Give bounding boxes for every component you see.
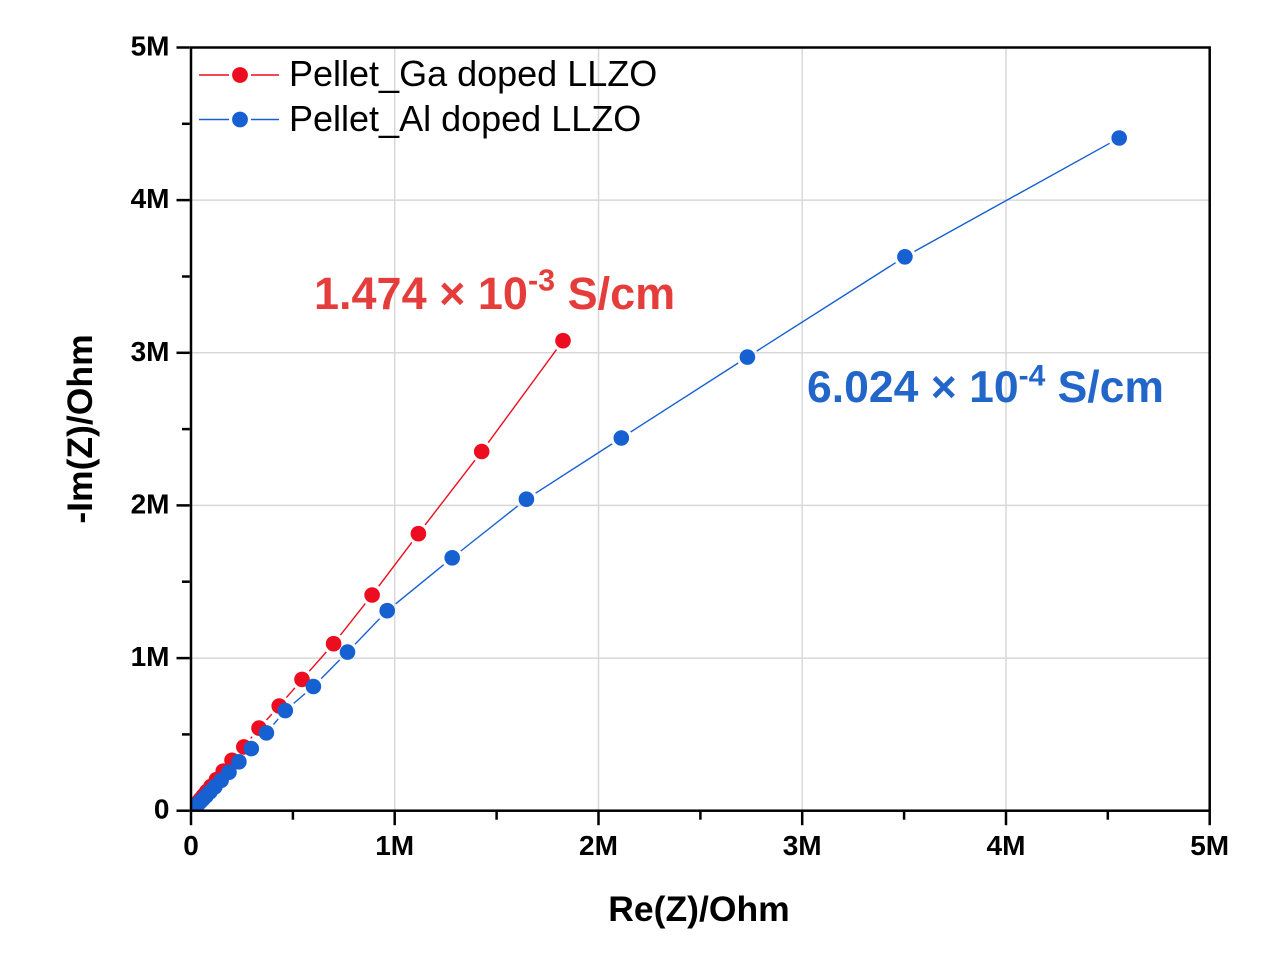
svg-text:4M: 4M (987, 830, 1026, 861)
svg-text:4M: 4M (131, 183, 170, 214)
svg-text:0: 0 (183, 830, 199, 861)
svg-text:1M: 1M (375, 830, 414, 861)
svg-text:Pellet_Al doped LLZO: Pellet_Al doped LLZO (289, 98, 641, 139)
svg-text:1M: 1M (131, 641, 170, 672)
svg-text:-Im(Z)/Ohm: -Im(Z)/Ohm (60, 334, 100, 523)
svg-text:3M: 3M (783, 830, 822, 861)
svg-text:3M: 3M (131, 336, 170, 367)
svg-text:5M: 5M (131, 31, 170, 62)
svg-text:Pellet_Ga doped LLZO: Pellet_Ga doped LLZO (289, 53, 657, 94)
svg-text:Re(Z)/Ohm: Re(Z)/Ohm (608, 889, 789, 929)
svg-text:2M: 2M (579, 830, 618, 861)
svg-text:1.474 × 10-3 S/cm: 1.474 × 10-3 S/cm (314, 264, 675, 320)
svg-text:0: 0 (154, 794, 170, 825)
svg-text:2M: 2M (131, 488, 170, 519)
svg-text:6.024 × 10-4 S/cm: 6.024 × 10-4 S/cm (807, 360, 1164, 412)
svg-text:5M: 5M (1190, 830, 1229, 861)
